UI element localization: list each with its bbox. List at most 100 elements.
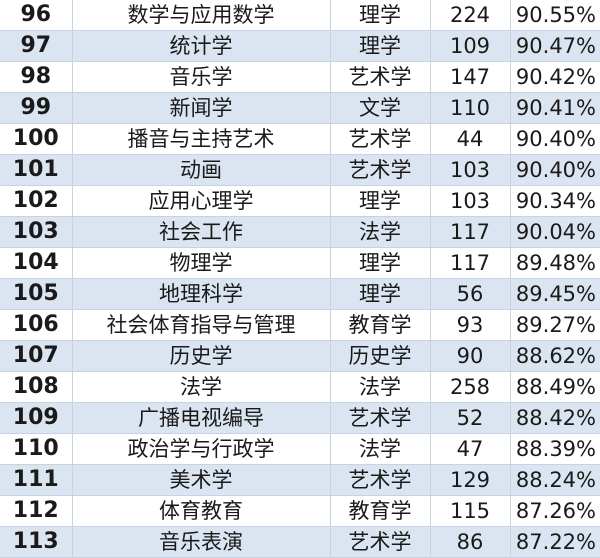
rank-cell: 105: [0, 278, 73, 310]
category-cell: 艺术学: [330, 123, 431, 155]
rank-cell: 107: [0, 340, 73, 372]
major-cell: 地理科学: [72, 278, 331, 310]
rate-cell: 88.62%: [510, 340, 600, 372]
count-cell: 56: [430, 278, 511, 310]
rank-cell: 100: [0, 123, 73, 155]
major-cell: 美术学: [72, 464, 331, 496]
category-cell: 文学: [330, 92, 431, 124]
rank-cell: 98: [0, 61, 73, 93]
major-cell: 社会体育指导与管理: [72, 309, 331, 341]
major-cell: 音乐学: [72, 61, 331, 93]
major-cell: 物理学: [72, 247, 331, 279]
count-cell: 109: [430, 30, 511, 62]
rank-cell: 103: [0, 216, 73, 248]
rate-cell: 90.04%: [510, 216, 600, 248]
rank-cell: 106: [0, 309, 73, 341]
major-cell: 数学与应用数学: [72, 0, 331, 31]
rank-cell: 99: [0, 92, 73, 124]
table-row: 106 社会体育指导与管理 教育学 93 89.27%: [0, 309, 600, 341]
major-cell: 播音与主持艺术: [72, 123, 331, 155]
count-cell: 44: [430, 123, 511, 155]
rate-cell: 90.34%: [510, 185, 600, 217]
table-row: 100 播音与主持艺术 艺术学 44 90.40%: [0, 123, 600, 155]
category-cell: 法学: [330, 433, 431, 465]
table-row: 113 音乐表演 艺术学 86 87.22%: [0, 526, 600, 558]
table-row: 109 广播电视编导 艺术学 52 88.42%: [0, 402, 600, 434]
category-cell: 理学: [330, 247, 431, 279]
rate-cell: 88.24%: [510, 464, 600, 496]
table-row: 108 法学 法学 258 88.49%: [0, 371, 600, 403]
rate-cell: 90.40%: [510, 123, 600, 155]
count-cell: 117: [430, 247, 511, 279]
category-cell: 教育学: [330, 309, 431, 341]
category-cell: 法学: [330, 216, 431, 248]
rate-cell: 87.26%: [510, 495, 600, 527]
count-cell: 117: [430, 216, 511, 248]
rank-cell: 111: [0, 464, 73, 496]
rank-cell: 113: [0, 526, 73, 558]
category-cell: 历史学: [330, 340, 431, 372]
rate-cell: 88.39%: [510, 433, 600, 465]
rank-cell: 109: [0, 402, 73, 434]
count-cell: 103: [430, 185, 511, 217]
major-cell: 社会工作: [72, 216, 331, 248]
major-cell: 应用心理学: [72, 185, 331, 217]
category-cell: 理学: [330, 30, 431, 62]
count-cell: 103: [430, 154, 511, 186]
category-cell: 教育学: [330, 495, 431, 527]
table-row: 99 新闻学 文学 110 90.41%: [0, 92, 600, 124]
rate-cell: 89.48%: [510, 247, 600, 279]
category-cell: 法学: [330, 371, 431, 403]
count-cell: 47: [430, 433, 511, 465]
category-cell: 艺术学: [330, 526, 431, 558]
major-cell: 音乐表演: [72, 526, 331, 558]
rank-cell: 96: [0, 0, 73, 31]
major-cell: 动画: [72, 154, 331, 186]
count-cell: 115: [430, 495, 511, 527]
table-row: 96 数学与应用数学 理学 224 90.55%: [0, 0, 600, 31]
table-row: 111 美术学 艺术学 129 88.24%: [0, 464, 600, 496]
major-cell: 广播电视编导: [72, 402, 331, 434]
rank-cell: 112: [0, 495, 73, 527]
category-cell: 艺术学: [330, 402, 431, 434]
rate-cell: 90.42%: [510, 61, 600, 93]
rank-cell: 102: [0, 185, 73, 217]
major-cell: 法学: [72, 371, 331, 403]
table-row: 107 历史学 历史学 90 88.62%: [0, 340, 600, 372]
category-cell: 艺术学: [330, 464, 431, 496]
rate-cell: 87.22%: [510, 526, 600, 558]
table-row: 103 社会工作 法学 117 90.04%: [0, 216, 600, 248]
rate-cell: 90.47%: [510, 30, 600, 62]
major-cell: 体育教育: [72, 495, 331, 527]
rate-cell: 90.40%: [510, 154, 600, 186]
major-cell: 政治学与行政学: [72, 433, 331, 465]
count-cell: 90: [430, 340, 511, 372]
rate-cell: 90.55%: [510, 0, 600, 31]
count-cell: 224: [430, 0, 511, 31]
major-cell: 统计学: [72, 30, 331, 62]
count-cell: 93: [430, 309, 511, 341]
rate-cell: 89.45%: [510, 278, 600, 310]
table-row: 105 地理科学 理学 56 89.45%: [0, 278, 600, 310]
count-cell: 110: [430, 92, 511, 124]
category-cell: 理学: [330, 0, 431, 31]
count-cell: 147: [430, 61, 511, 93]
category-cell: 艺术学: [330, 154, 431, 186]
count-cell: 52: [430, 402, 511, 434]
count-cell: 129: [430, 464, 511, 496]
rank-cell: 101: [0, 154, 73, 186]
rank-cell: 97: [0, 30, 73, 62]
major-cell: 历史学: [72, 340, 331, 372]
table-row: 98 音乐学 艺术学 147 90.42%: [0, 61, 600, 93]
rank-cell: 108: [0, 371, 73, 403]
rate-cell: 89.27%: [510, 309, 600, 341]
rank-cell: 110: [0, 433, 73, 465]
table-row: 112 体育教育 教育学 115 87.26%: [0, 495, 600, 527]
category-cell: 艺术学: [330, 61, 431, 93]
major-cell: 新闻学: [72, 92, 331, 124]
category-cell: 理学: [330, 278, 431, 310]
rank-cell: 104: [0, 247, 73, 279]
category-cell: 理学: [330, 185, 431, 217]
count-cell: 258: [430, 371, 511, 403]
